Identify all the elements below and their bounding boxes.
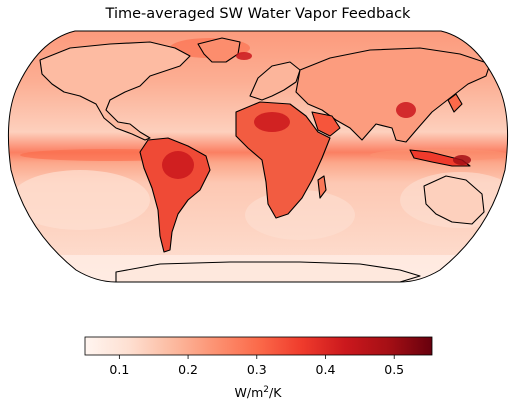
colorbar-label-superscript: 2 [263, 385, 270, 395]
antarctica [115, 261, 421, 282]
europe [249, 61, 301, 101]
feedback-hotspots [162, 52, 471, 179]
map-title: Time-averaged SW Water Vapor Feedback [105, 6, 411, 22]
colorbar-label-suffix: /K [269, 385, 282, 401]
japan [447, 93, 463, 113]
map-boundary [7, 30, 509, 283]
colorbar-label-prefix: W/m [234, 385, 264, 401]
new-zealand [491, 221, 501, 239]
colorbar-tick-marks [118, 355, 395, 359]
colorbar-label: W/m2/K [0, 385, 516, 400]
north-america [39, 41, 191, 141]
africa [235, 101, 331, 219]
australia [423, 175, 485, 225]
greenland [197, 37, 241, 63]
colorbar [84, 336, 433, 356]
madagascar [317, 175, 327, 199]
arabian-peninsula [311, 111, 341, 137]
